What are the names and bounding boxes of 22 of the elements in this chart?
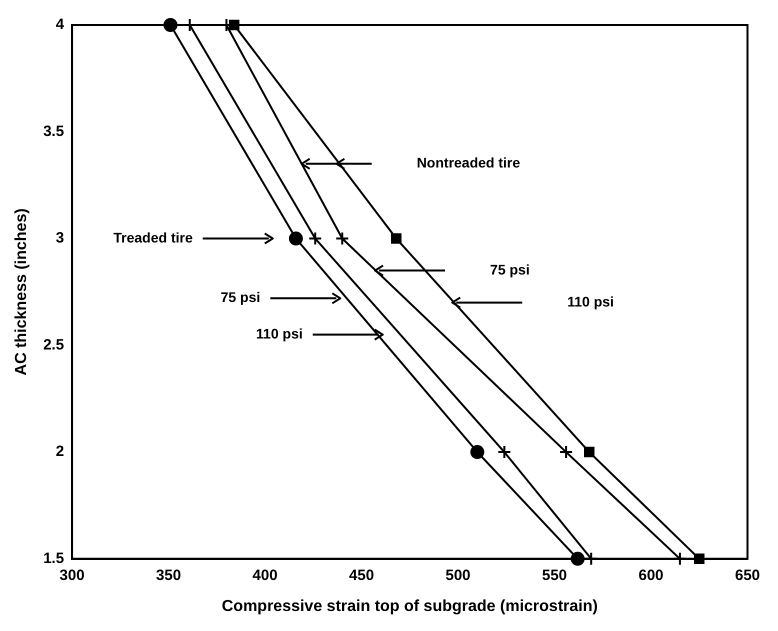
annotation: 110 psi <box>256 325 303 342</box>
y-tick-label: 4 <box>56 16 65 34</box>
annotation: Treaded tire <box>113 229 193 246</box>
annotation: 75 psi <box>220 289 260 306</box>
x-tick-label: 300 <box>60 566 85 584</box>
x-tick-label: 600 <box>638 566 664 584</box>
x-tick-label: 400 <box>252 566 278 584</box>
x-tick-label: 350 <box>156 566 182 584</box>
annotation: 110 psi <box>567 293 614 310</box>
x-tick-label: 550 <box>542 566 568 584</box>
y-tick-label: 3 <box>56 230 64 247</box>
y-tick-label: 1.5 <box>43 550 64 567</box>
annotation: Nontreaded tire <box>416 154 520 171</box>
y-tick-label: 2.5 <box>43 336 64 354</box>
y-axis-title: AC thickness (inches) <box>13 208 30 376</box>
x-tick-label: 500 <box>446 566 471 584</box>
x-tick-label: 450 <box>349 566 374 584</box>
annotation: 75 psi <box>490 261 530 278</box>
y-tick-label: 3.5 <box>43 122 64 140</box>
x-axis-title: Compressive strain top of subgrade (microstrain) <box>222 598 598 615</box>
x-tick-label: 650 <box>734 566 760 584</box>
y-tick-label: 2 <box>56 443 64 460</box>
